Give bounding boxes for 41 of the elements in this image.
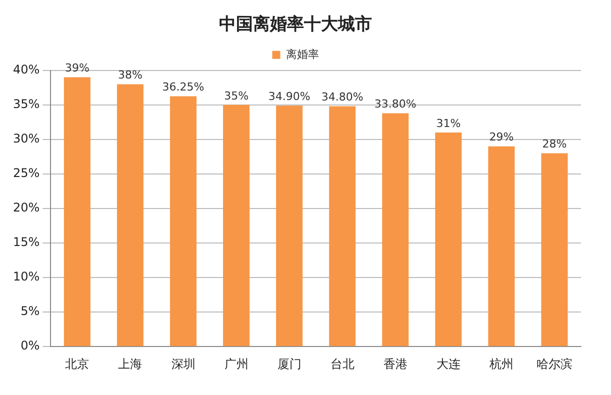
data-label: 34.90% bbox=[268, 90, 310, 103]
bar bbox=[64, 77, 90, 346]
bar bbox=[170, 96, 197, 346]
data-label: 36.25% bbox=[162, 80, 204, 94]
bar bbox=[329, 106, 356, 346]
x-tick-label: 杭州 bbox=[488, 356, 514, 371]
y-tick-label: 25% bbox=[13, 166, 40, 180]
x-tick-label: 上海 bbox=[118, 356, 142, 371]
bar bbox=[435, 132, 462, 346]
bar bbox=[488, 146, 515, 346]
bar bbox=[541, 153, 568, 346]
x-tick-label: 香港 bbox=[383, 356, 408, 371]
data-label: 35% bbox=[224, 89, 249, 102]
x-tick-label: 台北 bbox=[330, 356, 354, 371]
x-tick-label: 哈尔滨 bbox=[536, 356, 572, 371]
legend-label: 离婚率 bbox=[286, 48, 319, 61]
x-tick-label: 厦门 bbox=[277, 356, 302, 371]
data-label: 34.80% bbox=[321, 90, 364, 104]
chart-title: 中国离婚率十大城市 bbox=[219, 14, 372, 35]
y-tick-label: 10% bbox=[13, 270, 40, 284]
x-tick-label: 广州 bbox=[224, 356, 248, 371]
data-label: 29% bbox=[489, 130, 514, 144]
data-label: 38% bbox=[118, 68, 142, 82]
data-label: 28% bbox=[542, 138, 567, 151]
bar bbox=[382, 113, 409, 346]
data-label: 33.80% bbox=[374, 98, 416, 111]
y-tick-label: 40% bbox=[13, 62, 40, 77]
bar bbox=[116, 84, 144, 346]
data-label: 31% bbox=[436, 116, 461, 130]
x-tick-label: 深圳 bbox=[171, 356, 196, 371]
y-tick-label: 15% bbox=[13, 235, 40, 250]
data-label: 39% bbox=[64, 62, 90, 75]
bar bbox=[276, 106, 303, 346]
y-tick-label: 5% bbox=[20, 304, 40, 318]
y-tick-label: 20% bbox=[13, 200, 40, 215]
x-tick-label: 北京 bbox=[65, 356, 90, 371]
y-tick-label: 30% bbox=[13, 132, 40, 146]
x-tick-label: 大连 bbox=[436, 356, 460, 371]
y-tick-label: 0% bbox=[20, 338, 40, 353]
bar bbox=[223, 104, 250, 346]
y-tick-label: 35% bbox=[13, 97, 40, 112]
